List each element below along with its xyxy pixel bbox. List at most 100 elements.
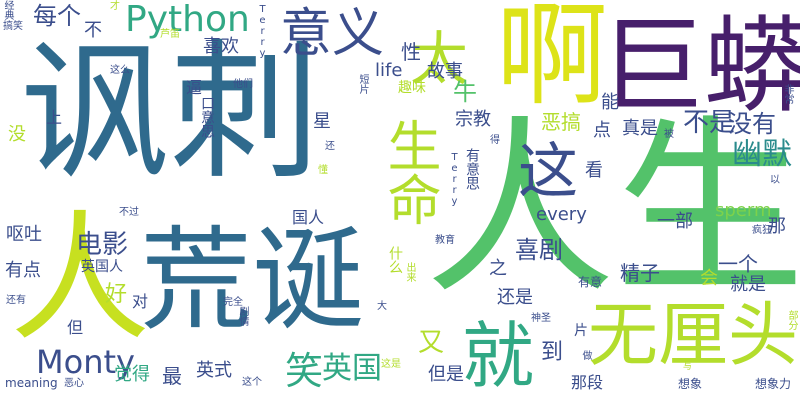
word-pian: 片 — [574, 323, 588, 339]
word-zheshi: 这是 — [381, 359, 401, 370]
word-zhe: 这 — [518, 137, 578, 207]
word-naduan: 那段 — [571, 373, 604, 392]
word-mei: 没 — [8, 124, 26, 145]
word-shenme: 什么 — [387, 246, 403, 274]
word-duanpian: 短片 — [357, 74, 368, 94]
word-ludi: 芦笛 — [160, 29, 180, 40]
word-haishi: 还是 — [497, 287, 533, 308]
word-xiju: 喜剧 — [515, 236, 563, 264]
word-dong: 懂 — [318, 165, 328, 176]
word-meige: 每个 — [33, 2, 81, 30]
word-xing2: 星 — [313, 111, 331, 132]
word-you: 又 — [418, 328, 445, 358]
word-meaning: meaning — [5, 376, 58, 390]
word-wanquan: 完全 — [223, 297, 243, 308]
word-jiaoyu: 教育 — [435, 235, 455, 246]
word-xing: 性 — [401, 40, 421, 64]
word-guoren: 国人 — [292, 208, 325, 227]
word-juede: 觉得 — [114, 364, 150, 385]
word-fengkuang: 疯狂 — [752, 225, 772, 236]
word-exin: 恶心 — [64, 378, 84, 389]
word-monty: Monty — [36, 343, 135, 381]
word-gaoxiao: 搞笑 — [3, 21, 23, 32]
word-bufen: 部分 — [786, 310, 797, 330]
word-gushi: 故事 — [427, 61, 463, 82]
word-na: 那 — [768, 216, 786, 237]
word-rensheng: 人生 — [425, 99, 800, 320]
word-fengci: 讽刺 — [20, 26, 321, 200]
word-outu: 呕吐 — [6, 224, 42, 245]
word-huangdan: 荒诞 — [140, 216, 364, 346]
word-hui: 会 — [700, 268, 718, 289]
word-hao: 好 — [105, 282, 128, 307]
word-buguo: 不过 — [119, 207, 139, 218]
word-yi: 以 — [770, 175, 780, 186]
word-dianying: 电影 — [76, 230, 129, 260]
word-dian: 点 — [593, 120, 611, 141]
word-chulai: 出来 — [404, 262, 415, 282]
word-yingguoren: 英国人 — [81, 259, 123, 275]
word-jiushi: 就是 — [730, 274, 766, 295]
word-jingdian: 经典 — [2, 0, 13, 20]
word-hai: 还 — [325, 141, 335, 152]
word-danshi: 但是 — [428, 364, 464, 385]
word-youyi: 有意 — [578, 275, 603, 289]
word-neng: 能 — [601, 92, 619, 113]
word-dao: 到 — [541, 340, 564, 365]
word-a: 啊 — [496, 0, 608, 121]
word-jingzi: 精子 — [620, 261, 660, 285]
word-terry-top: Terry — [257, 4, 268, 59]
word-jiu: 就 — [462, 314, 535, 398]
word-xihuan: 喜欢 — [203, 36, 239, 57]
word-youdian: 有点 — [5, 260, 41, 281]
word-xiangxiang: 想象 — [678, 377, 703, 391]
word-python: Python — [125, 0, 250, 40]
word-zhege: 这个 — [242, 377, 262, 388]
word-haiyou: 还有 — [6, 295, 26, 306]
word-kan: 看 — [585, 160, 603, 181]
word-cai: 才 — [110, 1, 120, 12]
word-bu: 不 — [84, 20, 102, 41]
word-xie: 写 — [680, 360, 691, 370]
word-kouyisi: 口意思 — [199, 96, 215, 138]
word-youyisi: 有意思 — [464, 148, 480, 190]
word-wulitou: 无厘头 — [588, 294, 798, 376]
word-jumang: 巨蟒 — [600, 5, 800, 127]
word-zuo: 做 — [580, 350, 591, 360]
word-shensheng: 神圣 — [531, 313, 551, 324]
word-quwei: 趣味 — [398, 80, 426, 96]
word-zui: 最 — [162, 364, 182, 388]
word-niu: 牛 — [453, 78, 477, 106]
word-life: life — [375, 60, 403, 81]
word-tai: 太 — [410, 25, 469, 93]
word-youmo: 幽默 — [732, 137, 792, 172]
word-yingshi: 英式 — [196, 360, 232, 381]
word-tamen: 他们 — [233, 79, 253, 90]
word-de: 得 — [490, 135, 500, 146]
word-bushi: 不是 — [683, 108, 736, 138]
word-yingguo: 英国 — [322, 351, 382, 386]
word-zongjiao: 宗教 — [455, 109, 491, 130]
word-bei: 被 — [664, 129, 674, 140]
word-yiyi: 意义 — [280, 4, 385, 64]
word-every: every — [536, 204, 587, 225]
word-da: 大 — [377, 301, 387, 312]
word-xiao: 笑 — [285, 349, 324, 393]
word-feichang: 非常 — [782, 84, 793, 104]
word-terry-mid: Terry — [449, 152, 460, 207]
word-zhenshi: 真是 — [622, 118, 658, 139]
word-yige: 一个 — [718, 252, 758, 276]
word-shengming: 生命 — [378, 118, 441, 226]
word-xiangxiangli: 想象力 — [755, 377, 792, 391]
word-zheme: 这么 — [110, 65, 130, 76]
word-dan: 但 — [67, 318, 84, 337]
word-meiyou: 没有 — [728, 110, 776, 138]
word-sperm: sperm — [715, 200, 772, 221]
word-zhi: 之 — [489, 258, 507, 279]
word-bi: 逼 — [186, 78, 203, 97]
word-ren: 人 — [10, 198, 151, 361]
word-yibu: 一部 — [657, 211, 693, 232]
word-dui: 对 — [132, 292, 149, 311]
word-shang: 上 — [46, 108, 63, 127]
